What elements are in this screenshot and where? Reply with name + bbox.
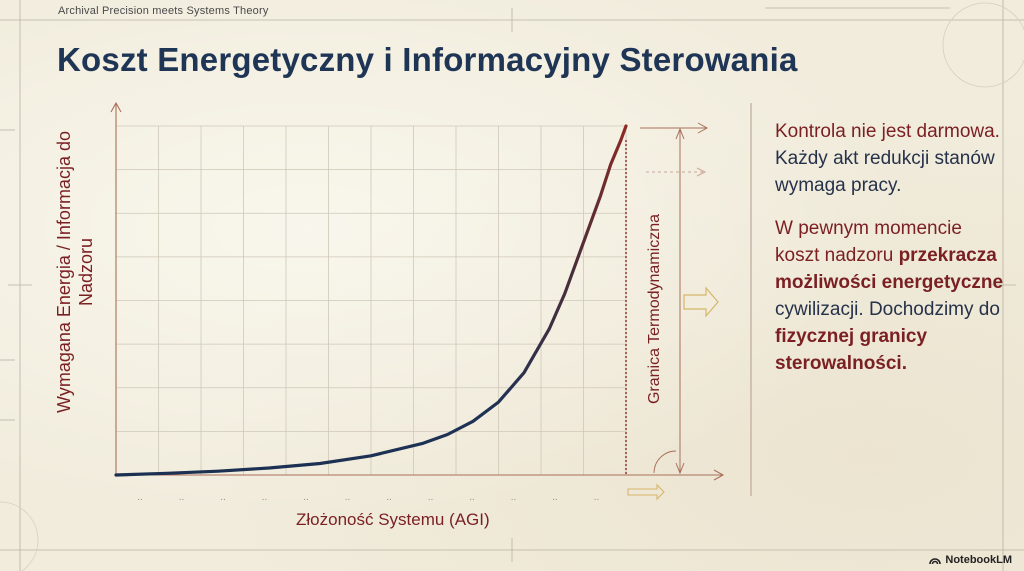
arrow-dotted-icon [696, 167, 707, 177]
limit-label: Granica Termodynamiczna [646, 214, 663, 405]
chart-x-ticks: ........................ [137, 492, 599, 503]
side-commentary: Kontrola nie jest darmowa. Każdy akt red… [775, 118, 1005, 393]
x-tick-dots: .. [220, 492, 226, 503]
x-axis-label: Złożoność Systemu (AGI) [296, 510, 490, 529]
side-p1-accent: Kontrola nie jest darmowa. [775, 121, 1000, 142]
x-tick-dots: .. [511, 492, 517, 503]
side-p2-mid: cywilizacji. Dochodzimy do [775, 299, 1000, 320]
side-p2-strong-1: przekracza możliwości energetyczne [775, 245, 1004, 293]
side-p2-strong-2: fizycznej granicy sterowalności. [775, 326, 928, 374]
x-tick-dots: .. [386, 492, 392, 503]
y-axis-label-wrap: Wymagana Energia / Informacja do Nadzoru [30, 120, 120, 420]
double-arrow-right-icon [683, 286, 719, 318]
chart-plot [114, 124, 628, 477]
corner-arc [653, 450, 677, 474]
span-arrow-down-icon [675, 462, 685, 475]
side-p1-rest: Każdy akt redukcji stanów wymaga pracy. [775, 148, 995, 196]
x-tick-dots: .. [469, 492, 475, 503]
x-tick-dots: .. [552, 492, 558, 503]
y-axis-arrow-icon [110, 101, 122, 113]
x-tick-dots: .. [179, 492, 185, 503]
notebook-logo-icon [929, 557, 942, 564]
page-title: Koszt Energetyczny i Informacyjny Sterow… [57, 41, 798, 78]
bottom-arrow-icon [627, 483, 665, 501]
x-tick-dots: .. [428, 492, 434, 503]
side-paragraph-2: W pewnym momencie koszt nadzoru przekrac… [775, 215, 1005, 377]
x-tick-dots: .. [345, 492, 351, 503]
x-tick-dots: .. [137, 492, 143, 503]
curve-series-line [114, 124, 628, 477]
y-axis-label: Wymagana Energia / Informacja do Nadzoru [54, 131, 96, 413]
brand-badge: NotebookLM [929, 554, 1012, 566]
x-tick-dots: .. [303, 492, 309, 503]
arrow-top-icon [697, 122, 709, 134]
x-axis-arrow-icon [713, 469, 725, 481]
span-arrow-up-icon [675, 127, 685, 140]
x-tick-dots: .. [594, 492, 600, 503]
side-paragraph-1: Kontrola nie jest darmowa. Każdy akt red… [775, 118, 1005, 199]
x-tick-dots: .. [262, 492, 268, 503]
chart-decorations [627, 103, 752, 501]
brand-label: NotebookLM [945, 554, 1012, 566]
side-p2-accent: W pewnym momencie koszt nadzoru [775, 218, 962, 266]
top-tagline: Archival Precision meets Systems Theory [58, 5, 269, 17]
chart-grid [116, 125, 627, 475]
chart-axes [110, 101, 725, 481]
